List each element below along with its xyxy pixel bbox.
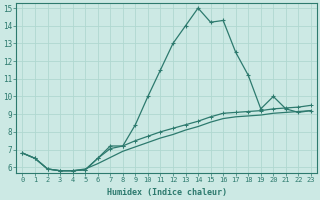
X-axis label: Humidex (Indice chaleur): Humidex (Indice chaleur) — [107, 188, 227, 197]
